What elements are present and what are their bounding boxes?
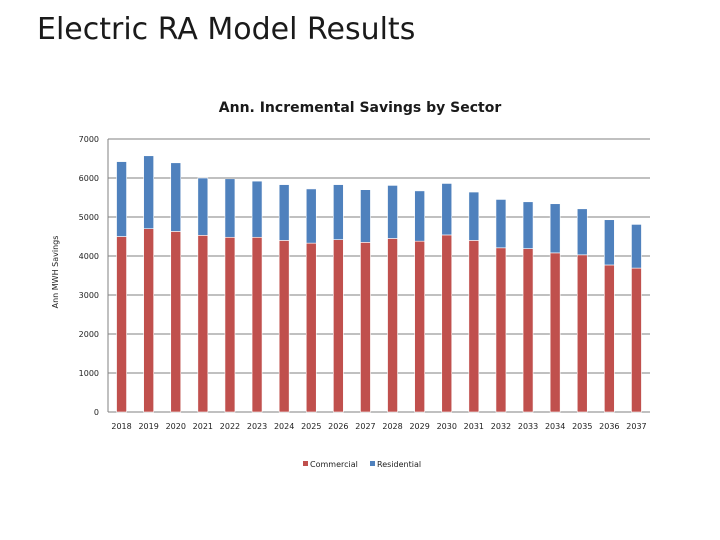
x-tick-label: 2036 [599, 422, 619, 431]
bar-residential-2024 [278, 184, 290, 241]
bar-commercial-2026 [333, 239, 344, 413]
x-tick-label: 2033 [518, 422, 538, 431]
bar-residential-2023 [251, 180, 263, 238]
x-tick-label: 2034 [545, 422, 565, 431]
y-tick-label: 1000 [79, 369, 99, 378]
bar-commercial-2018 [116, 236, 127, 413]
bar-commercial-2030 [441, 234, 453, 413]
bar-residential-2030 [441, 183, 453, 236]
bar-commercial-2019 [143, 228, 154, 413]
bar-commercial-2037 [631, 267, 642, 413]
bar-residential-2022 [224, 178, 236, 238]
bar-residential-2025 [305, 188, 317, 244]
gridlines [107, 138, 650, 413]
bar-commercial-2032 [495, 247, 507, 413]
chart-title: Ann. Incremental Savings by Sector [219, 100, 502, 116]
x-tick-label: 2019 [138, 422, 158, 431]
y-tick-label: 2000 [79, 330, 99, 339]
y-tick-label: 7000 [79, 135, 99, 144]
x-tick-label: 2027 [355, 422, 375, 431]
x-tick-label: 2037 [626, 422, 646, 431]
bar-residential-2032 [495, 199, 507, 249]
bar-residential-2028 [387, 185, 398, 239]
bar-residential-2035 [576, 208, 588, 256]
bar-commercial-2024 [278, 240, 290, 413]
bar-commercial-2036 [604, 264, 615, 413]
bar-residential-2021 [197, 177, 209, 236]
x-tick-label: 2025 [301, 422, 321, 431]
x-tick-label: 2035 [572, 422, 592, 431]
x-tick-label: 2024 [274, 422, 294, 431]
bar-residential-2029 [414, 190, 425, 242]
bar-commercial-2021 [197, 235, 209, 413]
x-tick-label: 2018 [111, 422, 131, 431]
y-tick-labels: 0 1000 2000 3000 4000 5000 6000 7000 [79, 135, 99, 417]
bar-commercial-2020 [170, 231, 182, 413]
y-tick-label: 3000 [79, 291, 99, 300]
y-tick-label: 6000 [79, 174, 99, 183]
x-tick-label: 2030 [437, 422, 457, 431]
legend-label-commercial: Commercial [310, 460, 358, 469]
bar-residential-2037 [631, 224, 642, 269]
y-tick-label: 0 [94, 408, 99, 417]
legend-swatch-residential [370, 461, 375, 466]
bar-commercial-2031 [468, 240, 480, 413]
bar-residential-2036 [604, 219, 615, 266]
bar-residential-2019 [143, 155, 154, 230]
y-tick-label: 5000 [79, 213, 99, 222]
bar-residential-2020 [170, 162, 182, 232]
slide-title: Electric RA Model Results [37, 12, 416, 47]
bar-commercial-2035 [576, 254, 588, 413]
bar-commercial-2022 [224, 236, 236, 413]
x-tick-label: 2021 [193, 422, 213, 431]
x-tick-labels: 2018 2019 2020 2021 2022 2023 2024 2025 2026 2027… [111, 422, 646, 431]
y-axis-title: Ann MWH Savings [51, 236, 60, 309]
bar-residential-2034 [549, 203, 561, 254]
bar-commercial-2025 [305, 242, 317, 413]
bar-residential-2018 [116, 161, 127, 237]
x-tick-label: 2020 [166, 422, 186, 431]
bar-residential-2026 [333, 184, 344, 240]
bar-residential-2027 [360, 189, 371, 243]
x-tick-label: 2022 [220, 422, 240, 431]
bars [116, 155, 642, 413]
y-tick-label: 4000 [79, 252, 99, 261]
x-tick-label: 2023 [247, 422, 267, 431]
bar-commercial-2029 [414, 240, 425, 413]
x-tick-label: 2026 [328, 422, 348, 431]
bar-commercial-2027 [360, 242, 371, 413]
bar-commercial-2034 [549, 252, 561, 413]
bar-commercial-2033 [522, 248, 534, 413]
bar-residential-2033 [522, 201, 534, 249]
x-tick-label: 2031 [464, 422, 484, 431]
x-tick-label: 2028 [382, 422, 402, 431]
legend-label-residential: Residential [377, 460, 421, 469]
bar-commercial-2023 [251, 236, 263, 413]
legend-swatch-commercial [303, 461, 308, 466]
x-tick-label: 2032 [491, 422, 511, 431]
bar-commercial-2028 [387, 238, 398, 413]
x-tick-label: 2029 [409, 422, 429, 431]
bar-residential-2031 [468, 191, 480, 241]
legend: Commercial Residential [303, 460, 421, 469]
